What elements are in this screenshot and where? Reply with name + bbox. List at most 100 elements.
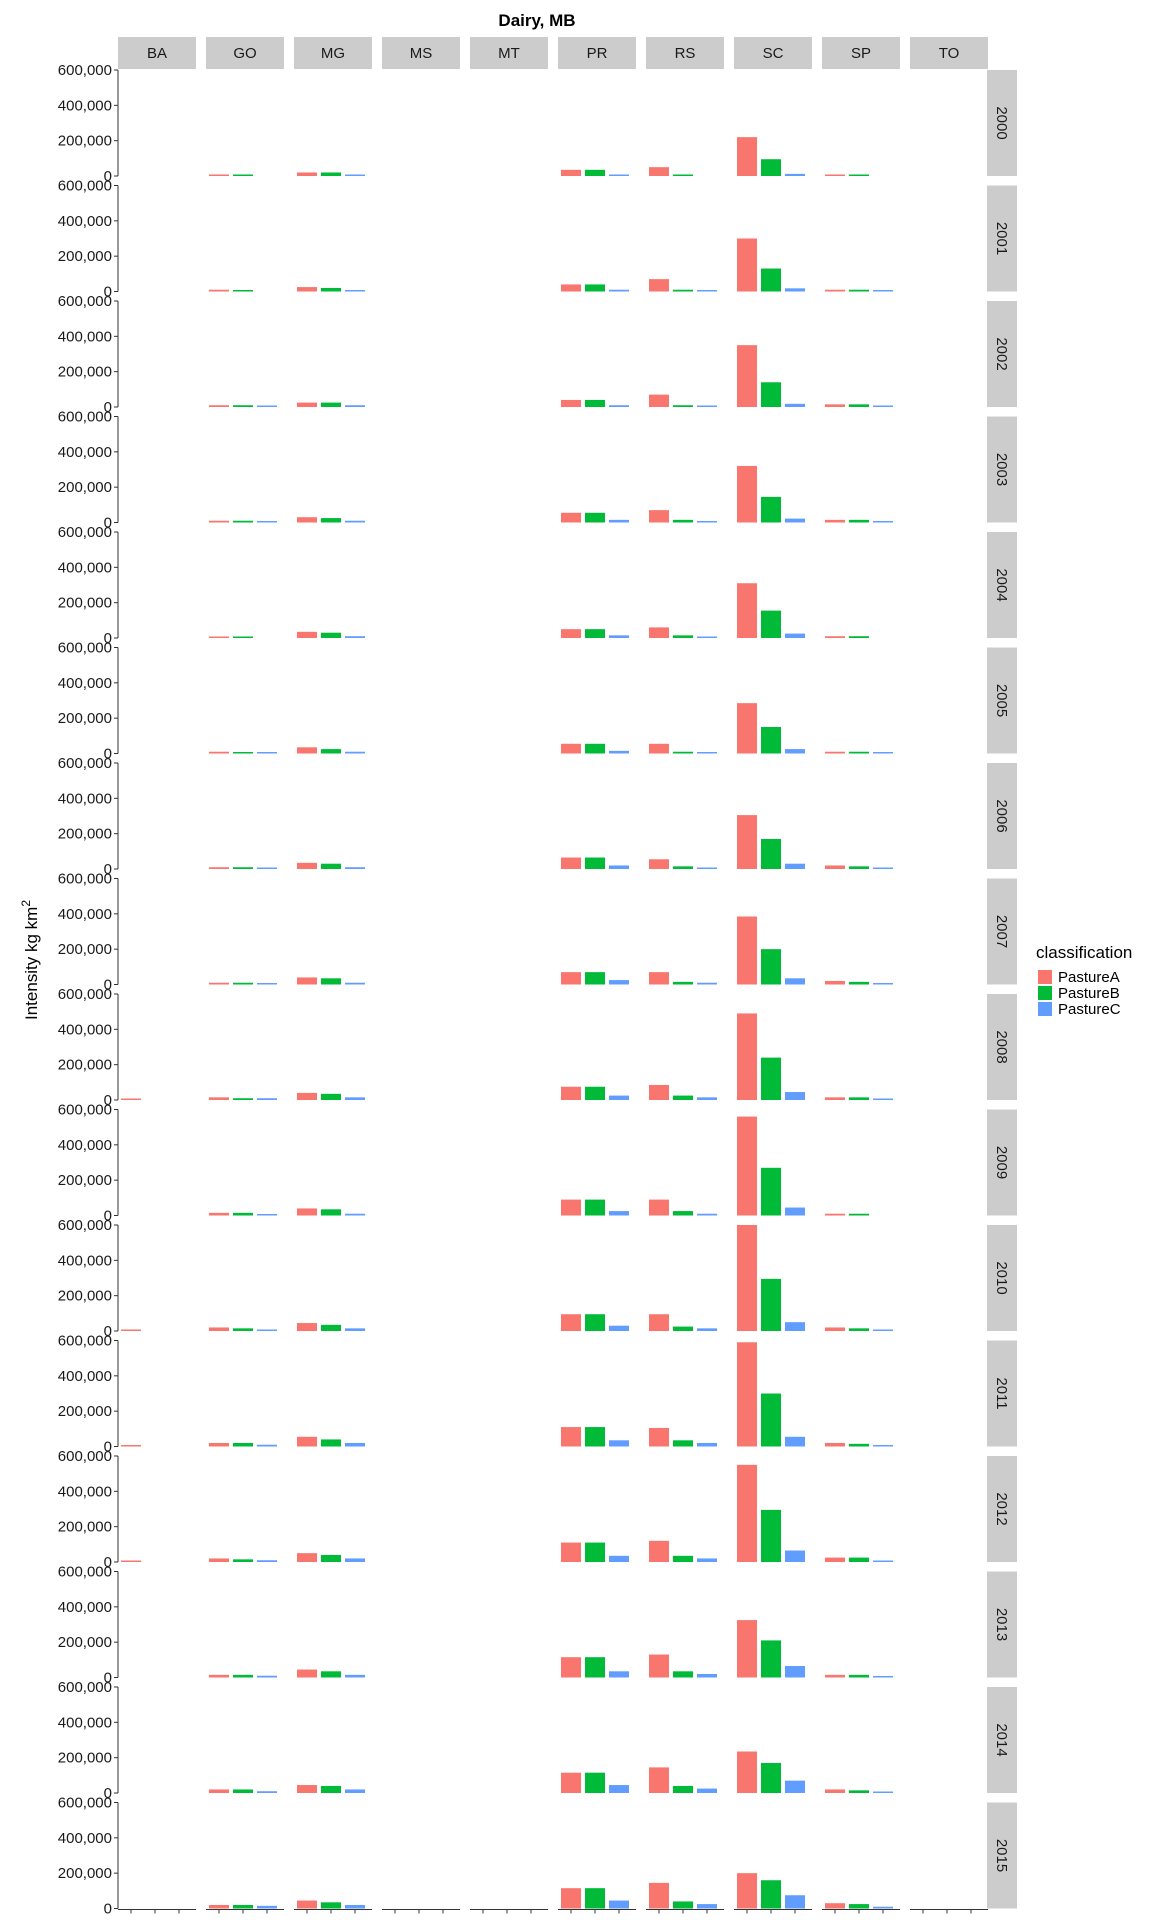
bar-2015-go-pastureb: [233, 1904, 253, 1909]
y-tick-label: 200,000: [58, 710, 112, 727]
bar-2001-pr-pastureb: [585, 284, 605, 292]
row-strip-2006: [987, 763, 1017, 869]
bar-2009-mg-pastureb: [321, 1209, 341, 1216]
y-tick-label: 400,000: [58, 1021, 112, 1038]
y-tick-label: 600,000: [58, 1564, 112, 1581]
y-tick-label: 200,000: [58, 1750, 112, 1767]
bar-2009-rs-pastureb: [673, 1211, 693, 1216]
y-tick-label: 200,000: [58, 1172, 112, 1189]
bar-2014-pr-pasturec: [609, 1785, 629, 1793]
bar-2002-rs-pasturec: [697, 405, 717, 407]
bar-2002-sp-pasturec: [873, 405, 893, 407]
bar-2001-sp-pasturec: [873, 290, 893, 292]
row-strip-label-2003: 2003: [993, 453, 1010, 486]
bar-2012-go-pastureb: [233, 1559, 253, 1562]
bar-2005-go-pasturea: [209, 751, 229, 754]
y-tick-label: 400,000: [58, 328, 112, 345]
bar-2013-sp-pastureb: [849, 1674, 869, 1678]
bar-2004-rs-pasturea: [649, 627, 669, 638]
y-tick-label: 200,000: [58, 941, 112, 958]
bar-2015-sp-pasturec: [873, 1906, 893, 1909]
bar-2011-mg-pastureb: [321, 1439, 341, 1447]
bar-2010-sc-pasturea: [737, 1225, 757, 1331]
bar-2012-rs-pasturea: [649, 1540, 669, 1562]
row-strip-2008: [987, 994, 1017, 1100]
column-strip-label-pr: PR: [587, 45, 608, 62]
bar-2013-pr-pasturea: [561, 1657, 581, 1678]
y-tick-label: 600,000: [58, 1795, 112, 1812]
bar-2008-go-pasturea: [209, 1097, 229, 1100]
bar-2014-sc-pasturea: [737, 1751, 757, 1793]
y-tick-label: 400,000: [58, 1830, 112, 1847]
bar-2014-mg-pasturea: [297, 1785, 317, 1793]
bar-2009-sp-pastureb: [849, 1213, 869, 1216]
bar-2003-sp-pasturec: [873, 521, 893, 523]
chart-title: Dairy, MB: [498, 11, 575, 30]
bar-2007-sp-pasturea: [825, 980, 845, 985]
bar-2006-go-pasturec: [257, 867, 277, 869]
legend-label-pasturec: PastureC: [1058, 1001, 1121, 1018]
column-strip-sp: [822, 37, 900, 69]
bar-2013-mg-pasturec: [345, 1674, 365, 1678]
bar-2011-rs-pasturec: [697, 1442, 717, 1447]
bar-2013-sp-pasturec: [873, 1676, 893, 1678]
bar-2011-sc-pasturea: [737, 1342, 757, 1447]
y-tick-label: 400,000: [58, 1714, 112, 1731]
bar-2007-pr-pasturec: [609, 980, 629, 985]
legend-label-pastureb: PastureB: [1058, 985, 1120, 1002]
bar-2000-mg-pasturec: [345, 174, 365, 176]
bar-2013-pr-pasturec: [609, 1671, 629, 1678]
bar-2000-pr-pasturea: [561, 169, 581, 176]
bar-2003-sc-pasturea: [737, 465, 757, 523]
y-tick-label: 0: [104, 1670, 112, 1687]
bar-2000-sp-pastureb: [849, 174, 869, 176]
bar-2006-sp-pasturec: [873, 867, 893, 869]
bar-2014-go-pasturec: [257, 1791, 277, 1793]
bar-2000-pr-pasturec: [609, 174, 629, 176]
bar-2000-sc-pastureb: [761, 159, 781, 176]
y-tick-label: 0: [104, 1901, 112, 1918]
y-tick-label: 0: [104, 977, 112, 994]
y-tick-label: 600,000: [58, 409, 112, 426]
column-strip-pr: [558, 37, 636, 69]
bar-2001-sc-pasturec: [785, 288, 805, 292]
bar-2001-pr-pasturec: [609, 289, 629, 292]
bar-2004-pr-pasturea: [561, 629, 581, 638]
bar-2015-pr-pasturea: [561, 1888, 581, 1909]
bar-2012-rs-pasturec: [697, 1558, 717, 1562]
y-tick-label: 600,000: [58, 1333, 112, 1350]
bar-2012-mg-pasturec: [345, 1558, 365, 1562]
bar-2011-pr-pasturea: [561, 1427, 581, 1447]
bar-2015-rs-pasturea: [649, 1882, 669, 1909]
bar-2013-sc-pasturea: [737, 1620, 757, 1678]
bar-2008-sp-pasturea: [825, 1097, 845, 1100]
y-tick-label: 400,000: [58, 97, 112, 114]
bar-2003-sc-pastureb: [761, 496, 781, 523]
bar-2011-go-pasturec: [257, 1444, 277, 1447]
bar-2004-rs-pastureb: [673, 635, 693, 638]
y-tick-label: 200,000: [58, 1634, 112, 1651]
bar-2006-sc-pasturea: [737, 815, 757, 869]
bar-2014-rs-pasturea: [649, 1767, 669, 1793]
y-axis-title: Intensity kg km2: [19, 900, 41, 1020]
bar-2005-go-pastureb: [233, 752, 253, 754]
bar-2001-mg-pasturec: [345, 290, 365, 292]
bar-2012-mg-pasturea: [297, 1553, 317, 1562]
y-tick-label: 600,000: [58, 293, 112, 310]
bar-2015-rs-pastureb: [673, 1901, 693, 1909]
bar-2013-go-pasturec: [257, 1675, 277, 1678]
bar-2013-rs-pasturea: [649, 1654, 669, 1678]
bar-2011-rs-pasturea: [649, 1427, 669, 1447]
bar-2009-sp-pasturea: [825, 1213, 845, 1216]
bar-2015-sc-pasturec: [785, 1895, 805, 1909]
row-strip-2015: [987, 1802, 1017, 1909]
bar-2006-pr-pasturea: [561, 857, 581, 869]
bar-2010-mg-pastureb: [321, 1324, 341, 1331]
bar-2011-go-pastureb: [233, 1442, 253, 1447]
bar-2001-go-pastureb: [233, 290, 253, 292]
bar-2011-mg-pasturea: [297, 1436, 317, 1447]
y-tick-label: 200,000: [58, 1057, 112, 1074]
